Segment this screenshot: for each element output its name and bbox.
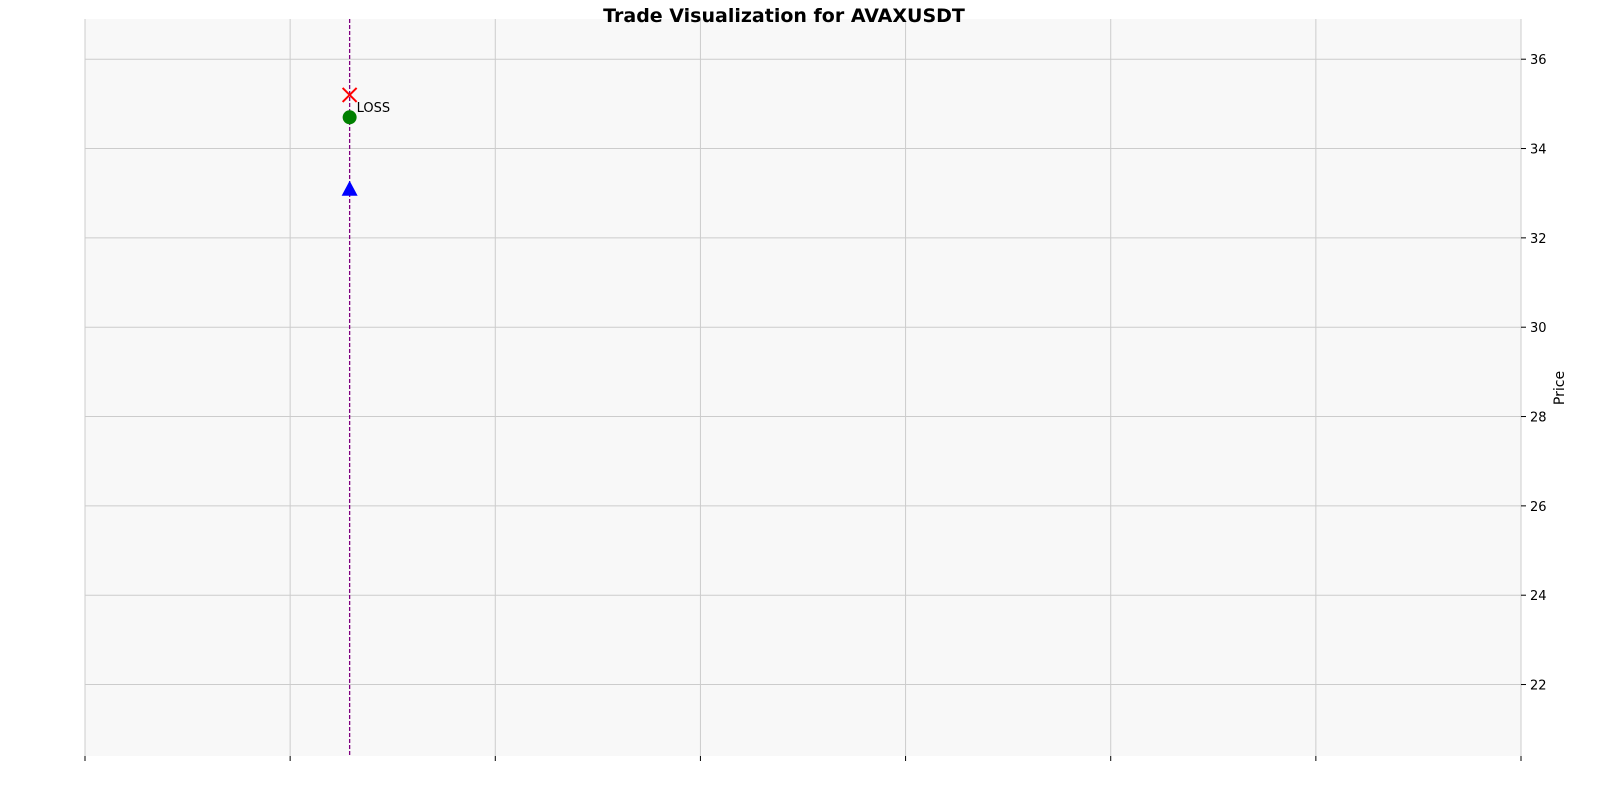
stop-marker-stroke [341,87,358,103]
y-tick-label: 26 [1530,500,1547,515]
y-tick-label: 32 [1530,232,1547,247]
axes: 22 24 26 28 30 32 34 36 [84,53,1547,761]
y-axis-label: Price [1552,371,1568,405]
chart-marks: LOSS [341,19,391,756]
y-tick-label: 24 [1530,589,1547,604]
y-tick-label: 28 [1530,411,1547,426]
chart-title: Trade Visualization for AVAXUSDT [603,5,965,27]
grid-lines [84,19,1522,756]
y-tick-label: 22 [1530,679,1547,694]
exit-marker [342,110,357,125]
y-tick-label: 30 [1530,321,1547,336]
stop-marker [341,87,358,103]
plot-area [85,19,1521,756]
y-tick-label: 34 [1530,143,1547,158]
loss-annotation: LOSS [357,101,391,116]
y-tick-label: 36 [1530,53,1547,68]
entry-marker [341,180,358,196]
